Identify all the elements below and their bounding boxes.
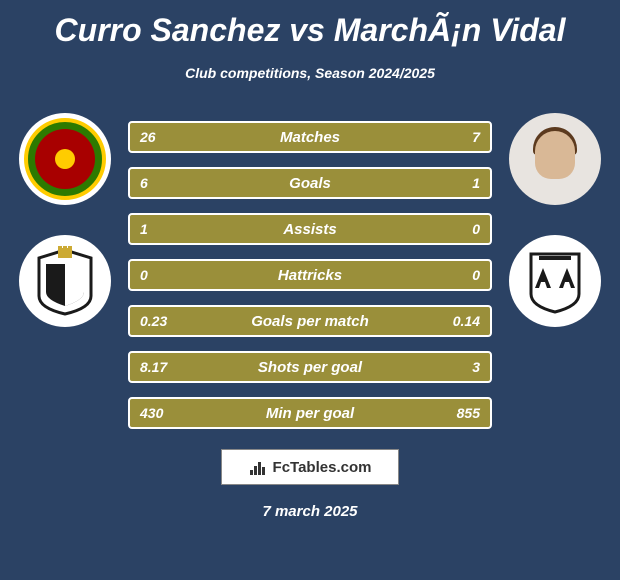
stat-right-value: 0 xyxy=(472,221,480,237)
footer-date: 7 march 2025 xyxy=(0,503,620,520)
stat-label: Goals xyxy=(289,175,331,192)
stat-label: Hattricks xyxy=(278,267,342,284)
stat-label: Goals per match xyxy=(251,313,369,330)
left-avatars-column xyxy=(10,113,120,429)
stat-left-value: 1 xyxy=(140,221,148,237)
subtitle: Club competitions, Season 2024/2025 xyxy=(0,65,620,81)
belarus-inner xyxy=(35,129,95,189)
stat-left-value: 26 xyxy=(140,129,156,145)
stat-right-value: 1 xyxy=(472,175,480,191)
stat-right-value: 0 xyxy=(472,267,480,283)
stat-bar-min-per-goal: 430 Min per goal 855 xyxy=(128,397,492,429)
stat-right-value: 0.14 xyxy=(453,313,480,329)
player-head xyxy=(535,131,575,179)
right-player-avatar xyxy=(509,113,601,205)
stats-container: 26 Matches 7 6 Goals 1 1 Assists 0 0 Hat… xyxy=(120,113,500,429)
stat-left-value: 8.17 xyxy=(140,359,167,375)
stat-right-value: 855 xyxy=(457,405,480,421)
stat-right-value: 7 xyxy=(472,129,480,145)
stat-bar-goals: 6 Goals 1 xyxy=(128,167,492,199)
stat-bar-matches: 26 Matches 7 xyxy=(128,121,492,153)
main-container: 26 Matches 7 6 Goals 1 1 Assists 0 0 Hat… xyxy=(0,113,620,429)
stat-label: Matches xyxy=(280,129,340,146)
stat-left-value: 0 xyxy=(140,267,148,283)
stat-bar-assists: 1 Assists 0 xyxy=(128,213,492,245)
stat-left-value: 430 xyxy=(140,405,163,421)
stat-bar-goals-per-match: 0.23 Goals per match 0.14 xyxy=(128,305,492,337)
stat-left-value: 6 xyxy=(140,175,148,191)
left-federation-avatar xyxy=(19,113,111,205)
albacete-shield-icon xyxy=(525,246,585,316)
stat-label: Min per goal xyxy=(266,405,354,422)
left-club-avatar xyxy=(19,235,111,327)
chart-icon xyxy=(249,458,267,476)
footer-brand-logo[interactable]: FcTables.com xyxy=(221,449,399,485)
stat-left-value: 0.23 xyxy=(140,313,167,329)
right-club-avatar xyxy=(509,235,601,327)
stat-label: Assists xyxy=(283,221,336,238)
ball-icon xyxy=(45,139,85,179)
right-avatars-column xyxy=(500,113,610,429)
footer-brand-text: FcTables.com xyxy=(273,459,372,476)
stat-label: Shots per goal xyxy=(258,359,362,376)
page-title: Curro Sanchez vs MarchÃ¡n Vidal xyxy=(0,0,620,49)
stat-bar-hattricks: 0 Hattricks 0 xyxy=(128,259,492,291)
stat-bar-shots-per-goal: 8.17 Shots per goal 3 xyxy=(128,351,492,383)
stat-right-value: 3 xyxy=(472,359,480,375)
burgos-shield-icon xyxy=(34,246,96,316)
